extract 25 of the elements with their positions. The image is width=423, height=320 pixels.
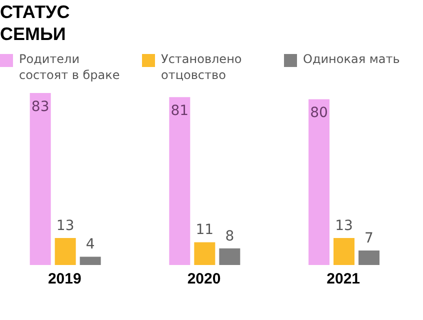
data-label: 81 [170, 103, 189, 120]
bar [80, 256, 101, 265]
bar [54, 238, 76, 265]
bar [194, 242, 216, 265]
data-label: 7 [364, 230, 374, 246]
legend-label: Установлено отцовство [161, 51, 243, 83]
bar [169, 97, 190, 265]
data-label: 13 [56, 218, 74, 234]
data-label: 4 [86, 236, 95, 253]
legend-label: Одинокая мать [303, 51, 401, 67]
data-label: 8 [225, 228, 234, 244]
bar [334, 238, 354, 265]
bar [30, 93, 51, 265]
data-label: 11 [196, 222, 214, 238]
data-label: 83 [31, 98, 50, 115]
x-tick-label: 2019 [48, 270, 82, 288]
chart-title: СТАТУС СЕМЬИ [0, 1, 71, 45]
x-tick-label: 2020 [187, 270, 221, 288]
bar [308, 99, 330, 265]
legend-label: Родители состоят в браке [19, 51, 121, 83]
data-label: 80 [310, 105, 328, 122]
data-label: 13 [335, 218, 353, 234]
x-tick-label: 2021 [326, 270, 360, 288]
bar [358, 250, 380, 265]
bar [219, 248, 240, 265]
